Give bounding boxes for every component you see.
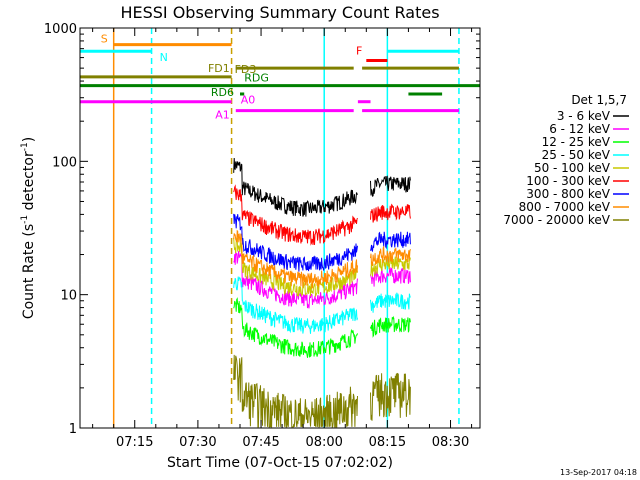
flag-bar-label: F [356, 45, 362, 58]
y-tick-label: 100 [52, 155, 77, 170]
series-line [233, 250, 358, 309]
flag-bar-label: A1 [215, 109, 230, 122]
legend-entry: 50 - 100 keV [534, 161, 611, 175]
x-tick-label: 07:15 [116, 435, 153, 450]
legend-entry: 3 - 6 keV [557, 109, 611, 123]
flag-bar-label: RD6 [211, 86, 234, 99]
flag-bar-label: N [160, 51, 168, 64]
series-line [370, 245, 411, 267]
flag-bar-label: RDG [244, 72, 269, 85]
series-line [233, 213, 358, 272]
x-tick-label: 08:15 [369, 435, 406, 450]
legend-title: Det 1,5,7 [571, 93, 627, 107]
flag-bar-label: A0 [241, 94, 256, 107]
x-tick-label: 07:30 [179, 435, 216, 450]
series-line [370, 292, 411, 313]
series-line [233, 237, 358, 297]
legend-entry: 25 - 50 keV [542, 148, 611, 162]
flag-bar-label: FD1 [208, 62, 230, 75]
series-line [233, 354, 358, 429]
chart-title: HESSI Observing Summary Count Rates [120, 3, 439, 22]
series-line [370, 315, 411, 338]
x-axis-label: Start Time (07-Oct-15 07:02:02) [167, 455, 393, 471]
legend-entry: 7000 - 20000 keV [503, 213, 610, 227]
series-line [370, 231, 411, 253]
x-tick-label: 08:00 [305, 435, 342, 450]
legend-entry: 6 - 12 keV [549, 122, 611, 136]
legend-entry: 300 - 800 keV [526, 187, 610, 201]
flag-bar-label: FD3 [235, 63, 257, 76]
plot-frame [79, 27, 481, 429]
series-lines [233, 157, 411, 429]
legend-entry: 100 - 300 keV [526, 174, 610, 188]
series-line [233, 276, 358, 334]
y-tick-label: 1000 [44, 22, 77, 37]
legend-entry: 800 - 7000 keV [519, 200, 611, 214]
series-line [370, 372, 411, 421]
footer-timestamp: 13-Sep-2017 04:18 [560, 468, 637, 477]
y-axis-label: Count Rate (s-1 detector-1) [20, 137, 37, 319]
series-line [233, 184, 358, 246]
vertical-markers [112, 28, 460, 428]
y-axis: 1 10 100 1000 [44, 22, 480, 437]
y-tick-label: 10 [60, 289, 77, 304]
series-line [370, 175, 411, 197]
y-tick-label: 1 [69, 422, 77, 437]
flag-bar-label: S [101, 33, 108, 46]
series-line [233, 229, 358, 290]
legend-entry: 12 - 25 keV [542, 135, 611, 149]
x-tick-label: 08:30 [432, 435, 469, 450]
x-axis: 07:15 07:30 07:45 08:00 08:15 08:30 [92, 28, 473, 450]
series-line [233, 157, 358, 217]
series-line [233, 297, 358, 358]
x-tick-label: 07:45 [242, 435, 279, 450]
series-line [370, 203, 411, 223]
